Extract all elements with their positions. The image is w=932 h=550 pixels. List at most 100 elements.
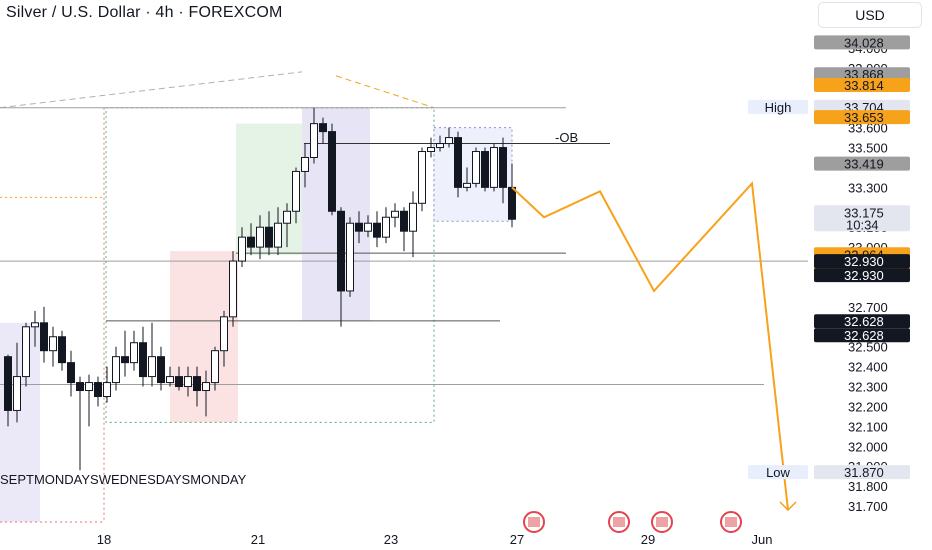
candle-body xyxy=(328,131,336,212)
candle-body xyxy=(454,137,462,188)
price-tag-label: 34.028 xyxy=(844,35,884,50)
price-tag-label: 33.175 xyxy=(844,205,884,220)
candle-body xyxy=(364,222,372,232)
side-label-background xyxy=(748,465,808,480)
candle-body xyxy=(391,210,399,218)
price-axis[interactable]: 34.00033.90033.60033.50033.30033.10033.0… xyxy=(748,0,932,550)
candle-body xyxy=(112,356,120,384)
time-tick-label: 29 xyxy=(641,532,655,547)
candle-body xyxy=(211,350,219,384)
candle-body xyxy=(103,382,111,397)
price-tag-label: 33.653 xyxy=(844,110,884,125)
candle-body xyxy=(31,322,39,328)
candle-body xyxy=(166,376,174,384)
candle-body xyxy=(13,376,21,411)
price-tag xyxy=(814,110,910,125)
candle-body xyxy=(94,382,102,397)
candle-body xyxy=(220,316,228,352)
candle-body xyxy=(256,226,264,248)
price-tick-label: 32.400 xyxy=(848,360,888,375)
candle-body xyxy=(139,342,147,378)
candle-body xyxy=(337,210,345,292)
candle-body xyxy=(409,202,417,232)
side-label-background xyxy=(748,99,808,114)
candle-body xyxy=(373,222,381,238)
candlestick-series xyxy=(4,107,516,471)
price-tag xyxy=(814,328,910,343)
price-tick-label: 33.300 xyxy=(848,180,888,195)
candle-body xyxy=(508,186,516,220)
candle-body xyxy=(319,123,327,133)
price-tag xyxy=(814,67,910,82)
candle-body xyxy=(355,222,363,232)
candle-body xyxy=(121,356,129,364)
currency-button[interactable]: USD xyxy=(818,2,922,28)
candle-body xyxy=(58,336,66,364)
candle-body xyxy=(247,236,255,248)
dashed-trendline-orange xyxy=(335,75,435,109)
flag-icon xyxy=(725,517,737,527)
price-tag xyxy=(814,465,910,480)
price-tick-label: 33.600 xyxy=(848,121,888,136)
candle-body xyxy=(130,342,138,364)
candle-body xyxy=(490,147,498,188)
price-tag-label: 33.419 xyxy=(844,157,884,172)
candle-body xyxy=(346,222,354,292)
candle-body xyxy=(436,143,444,149)
candle-body xyxy=(67,362,75,384)
price-tick-label: 31.700 xyxy=(848,499,888,514)
highlight-zones xyxy=(0,71,513,523)
candle-body xyxy=(184,376,192,388)
dashed-trendline-gray xyxy=(0,71,303,109)
price-tag-label: 32.628 xyxy=(844,314,884,329)
flag-icon xyxy=(656,517,668,527)
candle-body xyxy=(445,137,453,145)
flag-icon xyxy=(528,517,540,527)
time-tick-label: 18 xyxy=(97,532,111,547)
candle-body xyxy=(4,356,12,411)
candle-body xyxy=(400,210,408,232)
time-axis[interactable]: 18 21 23 27 29 Jun xyxy=(97,511,773,547)
time-tick-label: Jun xyxy=(752,532,773,547)
price-tag-label: 31.870 xyxy=(844,465,884,480)
candle-body xyxy=(481,151,489,188)
price-tick-label: 32.100 xyxy=(848,419,888,434)
price-tick-label: 33.500 xyxy=(848,141,888,156)
price-tag xyxy=(814,156,910,171)
price-tag xyxy=(814,314,910,329)
price-tick-label: 32.700 xyxy=(848,300,888,315)
price-tag-label: 32.628 xyxy=(844,328,884,343)
candle-body xyxy=(427,147,435,153)
price-tick-label: 31.800 xyxy=(848,479,888,494)
price-tag-label: 33.814 xyxy=(844,78,884,93)
price-tick-label: 32.000 xyxy=(848,439,888,454)
price-tag xyxy=(814,254,910,269)
candle-body xyxy=(265,226,273,248)
candle-body xyxy=(499,147,507,188)
price-tag-countdown: 10:34 xyxy=(846,217,879,232)
candle-body xyxy=(472,151,480,184)
candle-body xyxy=(85,382,93,392)
price-tag xyxy=(814,35,910,50)
candle-body xyxy=(22,326,30,378)
price-tag-label: 32.930 xyxy=(844,254,884,269)
session-labels: SEPTMONDAYSWEDNESDAYSMONDAY xyxy=(0,472,247,487)
candle-body xyxy=(463,182,471,188)
projection-path xyxy=(511,181,797,512)
flag-icon xyxy=(613,517,625,527)
candle-body xyxy=(238,236,246,262)
candle-body xyxy=(175,376,183,388)
price-tick-label: 32.500 xyxy=(848,340,888,355)
side-label: Low xyxy=(766,465,790,480)
candle-body xyxy=(49,336,57,352)
candle-body xyxy=(229,260,237,318)
candle-body xyxy=(310,123,318,159)
chart-title: Silver / U.S. Dollar · 4h · FOREXCOM xyxy=(6,4,283,21)
price-tick-label: 32.200 xyxy=(848,399,888,414)
candle-body xyxy=(382,216,390,238)
candle-body xyxy=(418,151,426,204)
candle-body xyxy=(76,382,84,392)
price-tag-label: 32.930 xyxy=(844,268,884,283)
candle-body xyxy=(202,382,210,392)
